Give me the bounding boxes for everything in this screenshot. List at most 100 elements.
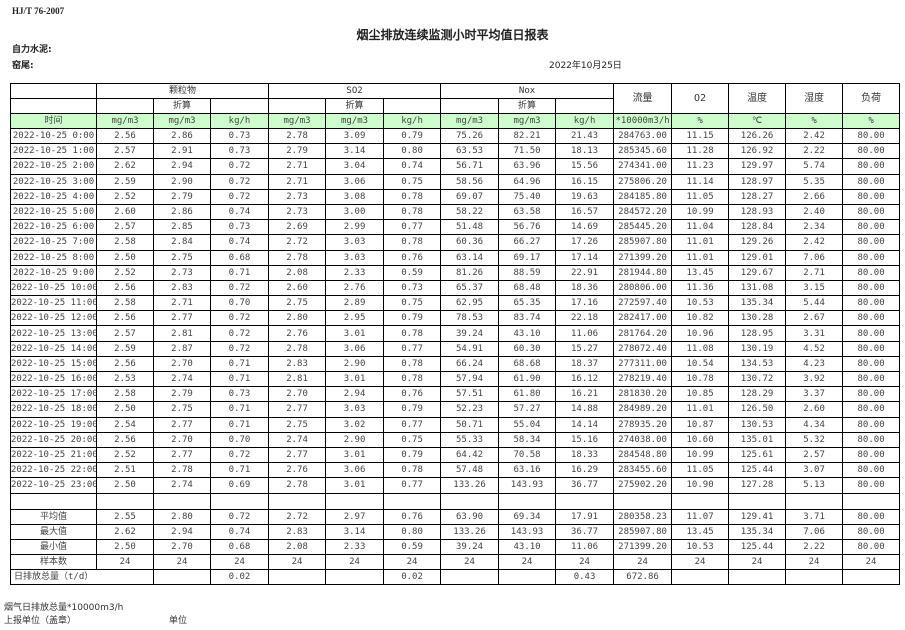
cell: 2.90 [325, 355, 385, 373]
cell: 58.22 [440, 203, 500, 221]
cell: 2.40 [785, 203, 844, 221]
cell: 2.86 [153, 203, 211, 221]
cell: 64.96 [498, 173, 557, 190]
cell: 2.57 [96, 143, 154, 160]
cell: 24 [555, 554, 615, 571]
cell: 5.44 [785, 295, 844, 312]
cell: 275902.20 [613, 477, 673, 494]
table-row: 2022-10-25 16:00 2.53 2.74 0.71 2.81 3.01 0.78… [10, 370, 901, 388]
cell: mg/m3 [440, 113, 500, 129]
cell: 80.00 [842, 264, 901, 281]
cell: 16.15 [555, 173, 615, 190]
row-label: 2022-10-25 2:00 [10, 158, 97, 175]
cell: 80.00 [842, 462, 901, 479]
cell: 135.01 [728, 431, 787, 448]
cell: 11.36 [671, 279, 730, 297]
header-row-converted: 折算 折算 折算 [10, 98, 900, 114]
cell: 2.76 [268, 325, 327, 342]
cell: 282417.00 [613, 310, 673, 327]
cell: 2.50 [96, 477, 154, 494]
cell: 143.93 [498, 523, 557, 540]
cell: 11.08 [671, 340, 730, 357]
cell: 2.59 [96, 340, 154, 357]
cell: 5.35 [785, 173, 844, 190]
cell: 281764.20 [613, 325, 673, 342]
cell: 0.71 [209, 462, 270, 479]
cell: mg/m3 [325, 113, 385, 129]
cell: 10.82 [671, 310, 730, 327]
cell: 2.60 [785, 401, 844, 418]
row-label: 2022-10-25 9:00 [10, 264, 97, 281]
cell: 0.72 [209, 310, 270, 327]
cell: 63.90 [440, 508, 500, 525]
cell: 0.71 [209, 401, 270, 418]
cell: 56.71 [440, 158, 500, 175]
cell: 17.26 [555, 234, 615, 251]
cell: 2.75 [153, 249, 211, 266]
cell: 284989.20 [613, 401, 673, 418]
cell [325, 492, 385, 510]
cell: 135.34 [728, 295, 787, 312]
cell: 3.71 [785, 508, 844, 525]
cell: 0.77 [383, 340, 442, 357]
cell: 22.91 [555, 264, 615, 281]
report-table: 颗粒物 SO2 Nox 流量 O2 温度 湿度 负荷 折算 折算 折算 时间 mg… [10, 83, 901, 586]
cell [728, 569, 787, 586]
row-label: 2022-10-25 17:00 [10, 386, 97, 403]
cell: 3.01 [325, 446, 385, 464]
cell [671, 492, 730, 510]
cell: 24 [153, 554, 211, 571]
cell: 0.59 [383, 264, 442, 281]
cell: 274341.00 [613, 158, 673, 175]
cell: 0.72 [209, 279, 270, 297]
row-label: 2022-10-25 23:00 [10, 477, 97, 494]
cell: 2.71 [153, 295, 211, 312]
cell: 0.78 [383, 370, 442, 388]
cell: 2.79 [153, 188, 211, 205]
table-row: 2022-10-25 12:00 2.56 2.77 0.72 2.80 2.95 0.79… [10, 310, 901, 327]
cell: 60.30 [498, 340, 557, 357]
cell: 128.27 [728, 188, 787, 205]
cell: 80.00 [842, 340, 901, 357]
cell: 2.55 [96, 508, 154, 525]
cell: 0.73 [209, 386, 270, 403]
cell: 70.58 [498, 446, 557, 464]
cell: 0.74 [209, 203, 270, 221]
cell: 80.00 [842, 370, 901, 388]
cell: 11.05 [671, 462, 730, 479]
cell: 280358.23 [613, 508, 673, 525]
header-blank [10, 83, 97, 99]
cell: 80.00 [842, 295, 901, 312]
cell: 2.94 [153, 158, 211, 175]
row-label: 2022-10-25 10:00 [10, 279, 97, 297]
cell [209, 492, 270, 510]
cell: 11.15 [671, 127, 730, 145]
cell: 129.26 [728, 234, 787, 251]
cell: 75.40 [498, 188, 557, 205]
cell: 11.07 [671, 508, 730, 525]
cell: 63.58 [498, 203, 557, 221]
cell: 10.60 [671, 431, 730, 448]
cell [96, 492, 154, 510]
cell: 3.01 [325, 325, 385, 342]
cell: 130.28 [728, 310, 787, 327]
cell: 21.43 [555, 127, 615, 145]
standard-code: HJ/T 76-2007 [12, 6, 65, 16]
cell: 82.21 [498, 127, 557, 145]
cell: 4.34 [785, 416, 844, 433]
cell: 2.77 [153, 446, 211, 464]
cell: 278219.40 [613, 370, 673, 388]
cell: 7.06 [785, 249, 844, 266]
table-row: 2022-10-25 13:00 2.57 2.81 0.72 2.76 3.01 0.78… [10, 325, 901, 342]
cell: 58.34 [498, 431, 557, 448]
cell: 2.90 [325, 431, 385, 448]
row-label: 2022-10-25 6:00 [10, 219, 97, 236]
cell [268, 492, 327, 510]
cell: 80.00 [842, 158, 901, 175]
header-blank [96, 98, 154, 114]
cell: 2.70 [153, 431, 211, 448]
table-row: 2022-10-25 20:00 2.56 2.70 0.70 2.74 2.90 0.75… [10, 431, 901, 448]
cell: 4.52 [785, 340, 844, 357]
cell: 80.00 [842, 431, 901, 448]
cell [440, 492, 500, 510]
